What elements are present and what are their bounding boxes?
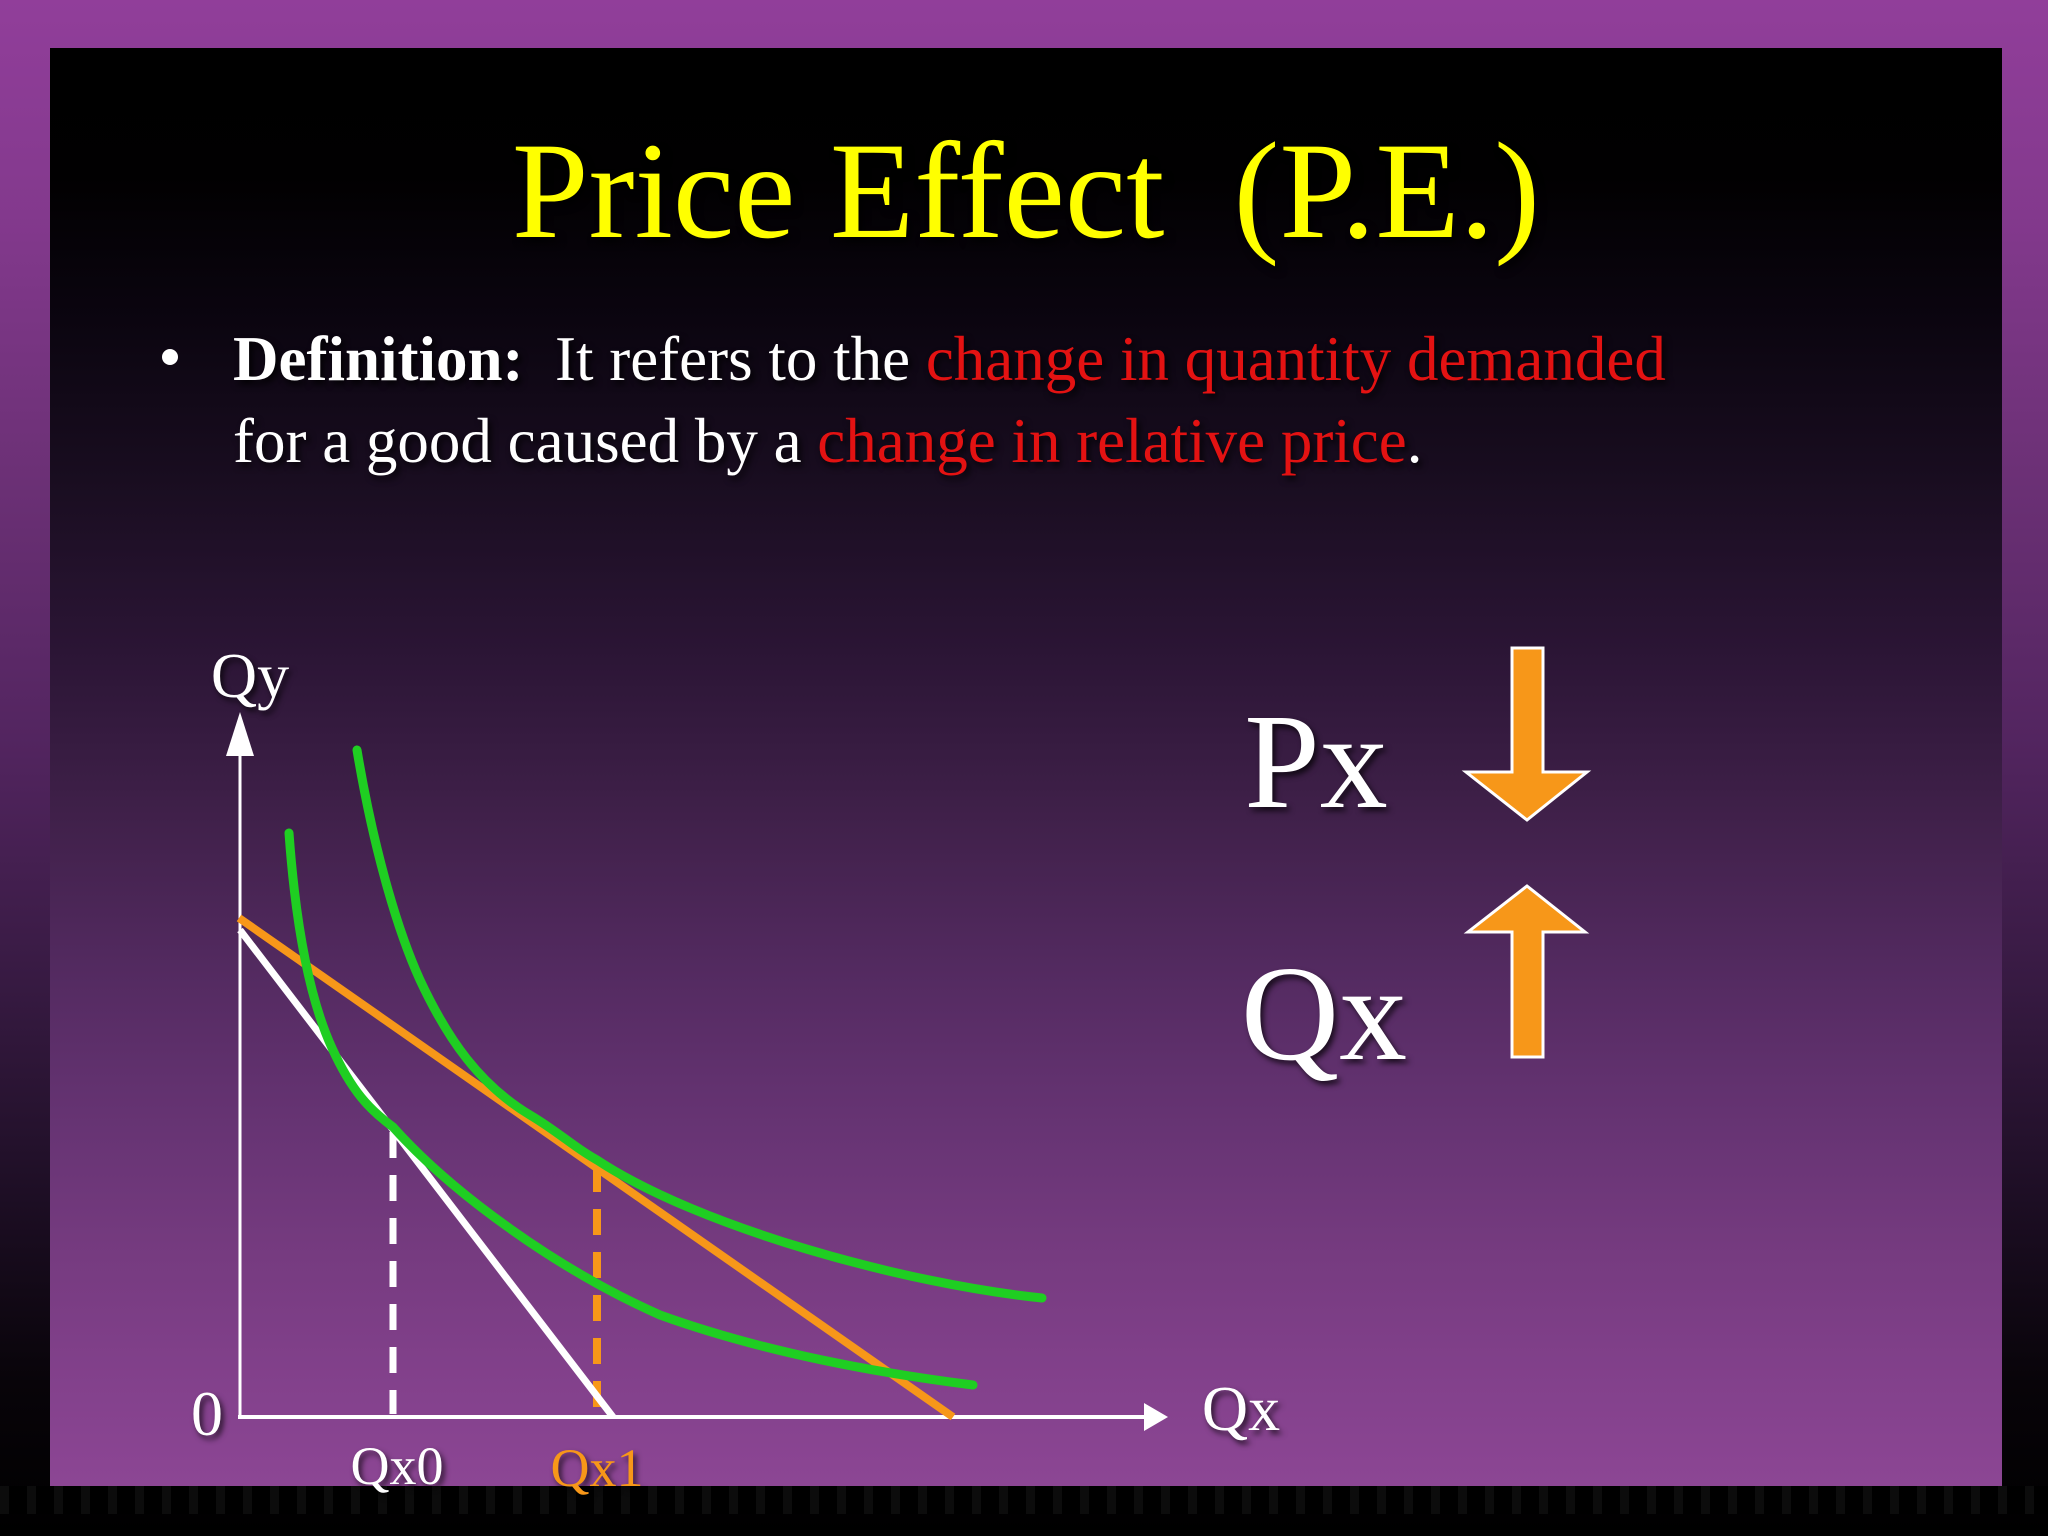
x-axis-arrowhead-icon [1144, 1403, 1168, 1431]
bullet-marker [162, 349, 178, 365]
budget-line-initial [237, 927, 616, 1420]
bottom-film-strip [0, 1486, 2048, 1514]
y-axis-label: Qy [210, 640, 290, 711]
definition-text: Definition: It refers to the change in q… [233, 318, 1913, 482]
y-axis-arrowhead-icon [226, 712, 254, 756]
indifference-curve-2 [352, 745, 1047, 1303]
qx1-label: Qx1 [550, 1438, 644, 1498]
definition-line2-lead: for a good caused by a [233, 406, 818, 476]
px-down-arrow-icon [1461, 646, 1592, 822]
budget-line-new [236, 914, 956, 1421]
price-effect-label: Px [1244, 687, 1388, 837]
x-axis-label: Qx [1201, 1373, 1281, 1444]
definition-highlight-1: change in quantity demanded [925, 324, 1666, 394]
qx-up-arrow-icon [1463, 884, 1590, 1059]
slide-title: Price Effect (P.E.) [511, 114, 1541, 267]
definition-line-1: Definition: It refers to the change in q… [233, 318, 1913, 400]
definition-highlight-2: change in relative price [817, 406, 1407, 476]
slide-canvas [50, 48, 2002, 1486]
definition-lead: It refers to the [523, 324, 926, 394]
qx0-label: Qx0 [350, 1436, 444, 1496]
origin-label: 0 [191, 1378, 223, 1449]
definition-term: Definition: [233, 324, 524, 394]
indifference-curve-1 [284, 828, 978, 1390]
definition-line-2: for a good caused by a change in relativ… [233, 400, 1913, 482]
definition-period: . [1406, 406, 1423, 476]
quantity-effect-label: Qx [1240, 939, 1408, 1089]
